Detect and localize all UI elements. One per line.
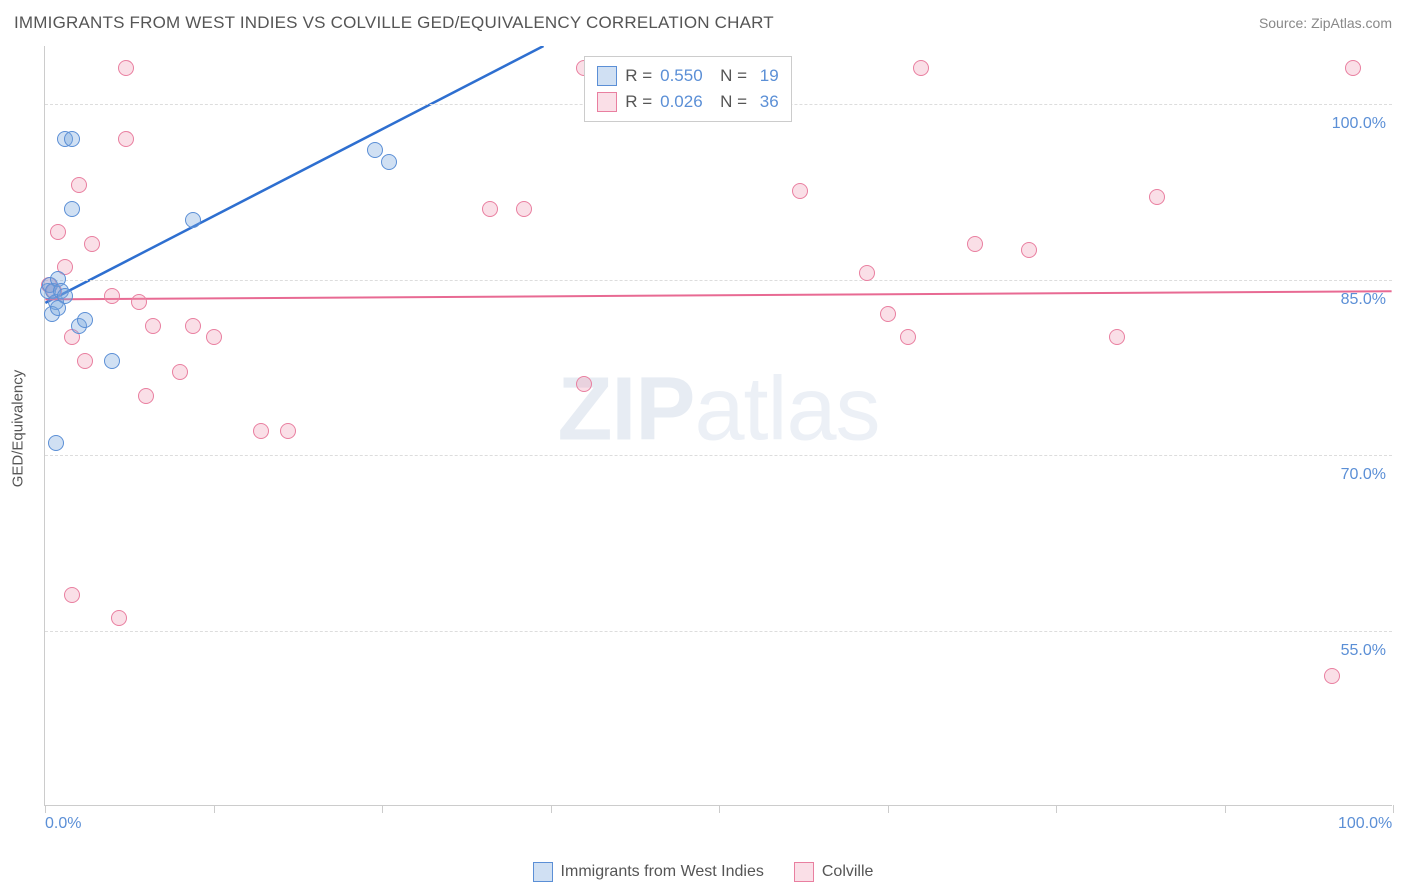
legend-r-value: 0.026	[660, 89, 703, 115]
correlation-legend-row: R = 0.026 N = 36	[597, 89, 779, 115]
scatter-point-west_indies	[64, 131, 80, 147]
scatter-point-colville	[253, 423, 269, 439]
trend-line-colville	[45, 291, 1391, 299]
correlation-legend: R = 0.550 N = 19R = 0.026 N = 36	[584, 56, 792, 122]
scatter-point-colville	[104, 288, 120, 304]
x-tick	[382, 805, 383, 813]
y-tick-label: 85.0%	[1341, 291, 1386, 309]
y-tick-label: 55.0%	[1341, 642, 1386, 660]
scatter-point-colville	[1149, 189, 1165, 205]
scatter-point-colville	[111, 610, 127, 626]
trend-line-west_indies	[45, 46, 543, 303]
scatter-point-west_indies	[104, 353, 120, 369]
legend-swatch-west-indies	[533, 862, 553, 882]
scatter-point-colville	[172, 364, 188, 380]
x-tick	[888, 805, 889, 813]
legend-swatch-colville	[794, 862, 814, 882]
scatter-point-colville	[185, 318, 201, 334]
legend-n-label: N =	[711, 89, 747, 115]
scatter-point-colville	[50, 224, 66, 240]
scatter-point-colville	[1109, 329, 1125, 345]
x-tick	[1225, 805, 1226, 813]
scatter-point-colville	[145, 318, 161, 334]
watermark: ZIPatlas	[557, 359, 879, 462]
gridline	[45, 631, 1392, 632]
scatter-point-west_indies	[381, 154, 397, 170]
scatter-point-colville	[900, 329, 916, 345]
y-tick-label: 70.0%	[1341, 466, 1386, 484]
legend-item-west-indies: Immigrants from West Indies	[533, 862, 764, 882]
scatter-point-colville	[118, 60, 134, 76]
source-attribution: Source: ZipAtlas.com	[1259, 15, 1392, 31]
scatter-point-colville	[880, 306, 896, 322]
scatter-point-colville	[64, 587, 80, 603]
scatter-point-colville	[84, 236, 100, 252]
scatter-point-west_indies	[48, 435, 64, 451]
scatter-point-colville	[118, 131, 134, 147]
legend-label: Colville	[822, 863, 874, 881]
scatter-point-west_indies	[77, 312, 93, 328]
scatter-point-colville	[138, 388, 154, 404]
scatter-point-colville	[913, 60, 929, 76]
gridline	[45, 280, 1392, 281]
legend-swatch	[597, 92, 617, 112]
scatter-point-colville	[1324, 668, 1340, 684]
scatter-point-west_indies	[367, 142, 383, 158]
scatter-point-colville	[131, 294, 147, 310]
legend-r-label: R =	[625, 89, 652, 115]
x-tick	[214, 805, 215, 813]
scatter-point-colville	[1345, 60, 1361, 76]
correlation-legend-row: R = 0.550 N = 19	[597, 63, 779, 89]
legend-item-colville: Colville	[794, 862, 874, 882]
x-tick-label: 0.0%	[45, 815, 81, 833]
y-axis-label: GED/Equivalency	[10, 370, 27, 488]
scatter-point-colville	[482, 201, 498, 217]
scatter-point-colville	[967, 236, 983, 252]
chart-title: IMMIGRANTS FROM WEST INDIES VS COLVILLE …	[14, 13, 774, 33]
scatter-point-west_indies	[64, 201, 80, 217]
legend-label: Immigrants from West Indies	[561, 863, 764, 881]
x-tick	[1056, 805, 1057, 813]
bottom-legend: Immigrants from West Indies Colville	[0, 862, 1406, 882]
legend-swatch	[597, 66, 617, 86]
x-tick-label: 100.0%	[1338, 815, 1392, 833]
scatter-point-west_indies	[50, 300, 66, 316]
scatter-point-colville	[516, 201, 532, 217]
legend-n-value: 36	[755, 89, 779, 115]
scatter-point-west_indies	[185, 212, 201, 228]
trend-lines-layer	[45, 46, 1392, 805]
scatter-point-colville	[77, 353, 93, 369]
scatter-point-colville	[71, 177, 87, 193]
x-tick	[1393, 805, 1394, 813]
scatter-point-colville	[206, 329, 222, 345]
x-tick	[551, 805, 552, 813]
scatter-point-colville	[792, 183, 808, 199]
scatter-point-colville	[280, 423, 296, 439]
gridline	[45, 455, 1392, 456]
legend-n-label: N =	[711, 63, 747, 89]
scatter-point-colville	[859, 265, 875, 281]
y-tick-label: 100.0%	[1332, 115, 1386, 133]
chart-plot-area: ZIPatlas 55.0%70.0%85.0%100.0%0.0%100.0%…	[44, 46, 1392, 806]
legend-r-label: R =	[625, 63, 652, 89]
scatter-point-colville	[576, 376, 592, 392]
legend-r-value: 0.550	[660, 63, 703, 89]
x-tick	[719, 805, 720, 813]
scatter-point-colville	[1021, 242, 1037, 258]
x-tick	[45, 805, 46, 813]
legend-n-value: 19	[755, 63, 779, 89]
